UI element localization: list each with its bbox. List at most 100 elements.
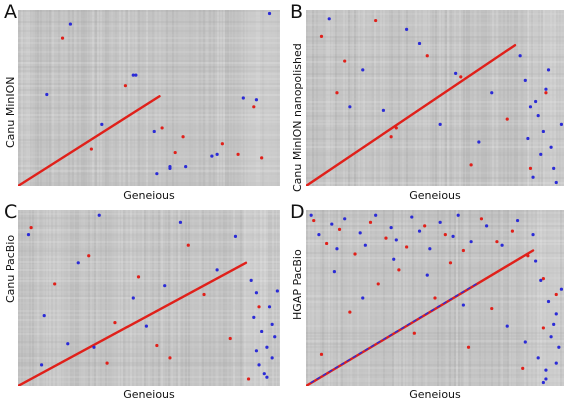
scatter-point bbox=[466, 345, 471, 349]
scatter-point bbox=[105, 361, 109, 365]
scatter-point bbox=[490, 306, 494, 311]
scatter-point bbox=[469, 240, 473, 244]
scatter-point bbox=[100, 122, 104, 126]
scatter-point bbox=[405, 27, 409, 31]
alignment-diagonal-line bbox=[18, 95, 161, 186]
scatter-point bbox=[335, 247, 339, 251]
scatter-point bbox=[394, 238, 398, 242]
scatter-point bbox=[363, 243, 367, 247]
scatter-point bbox=[544, 91, 548, 95]
scatter-point bbox=[381, 108, 385, 112]
alignment-diagonal-line bbox=[306, 44, 517, 186]
scatter-point bbox=[220, 142, 224, 146]
plot-background-band bbox=[527, 10, 564, 186]
scatter-point bbox=[155, 172, 159, 176]
scatter-point bbox=[412, 331, 416, 335]
scatter-point bbox=[454, 71, 458, 75]
scatter-point bbox=[374, 18, 378, 23]
scatter-point bbox=[249, 278, 253, 282]
scatter-point bbox=[254, 291, 259, 295]
scatter-point bbox=[410, 215, 414, 219]
scatter-point bbox=[521, 366, 525, 370]
scatter-point bbox=[275, 289, 279, 293]
scatter-point bbox=[260, 329, 264, 334]
x-axis-label: Geneious bbox=[123, 189, 175, 202]
scatter-point bbox=[461, 248, 465, 253]
scatter-point bbox=[265, 345, 269, 349]
scatter-point bbox=[552, 322, 556, 326]
scatter-point bbox=[254, 98, 259, 102]
scatter-point bbox=[257, 305, 261, 309]
gridline-texture bbox=[18, 210, 280, 386]
scatter-point bbox=[505, 324, 509, 328]
scatter-point bbox=[236, 152, 240, 156]
scatter-point bbox=[417, 229, 422, 233]
scatter-point bbox=[136, 275, 141, 279]
scatter-point bbox=[554, 180, 558, 185]
plot-background-band bbox=[243, 210, 280, 386]
scatter-point bbox=[186, 243, 190, 247]
scatter-point bbox=[443, 233, 447, 237]
scatter-point bbox=[526, 254, 530, 258]
scatter-point bbox=[184, 165, 188, 169]
scatter-point bbox=[376, 282, 380, 286]
scatter-point bbox=[215, 152, 219, 156]
scatter-point bbox=[536, 114, 540, 118]
scatter-point bbox=[358, 231, 362, 235]
scatter-point bbox=[270, 356, 274, 360]
scatter-point bbox=[461, 303, 465, 307]
scatter-point bbox=[541, 380, 545, 385]
alignment-diagonal-line bbox=[18, 261, 248, 386]
scatter-point bbox=[546, 68, 551, 72]
scatter-point bbox=[485, 224, 489, 228]
scatter-point bbox=[541, 129, 545, 134]
scatter-point bbox=[510, 229, 514, 233]
gridline-texture bbox=[306, 210, 564, 386]
y-axis-label: Canu PacBio bbox=[4, 234, 17, 303]
scatter-point bbox=[433, 296, 437, 300]
scatter-point bbox=[546, 299, 551, 304]
scatter-point bbox=[87, 254, 91, 258]
scatter-point bbox=[215, 268, 219, 272]
scatter-point bbox=[425, 273, 429, 277]
scatter-point bbox=[495, 240, 499, 244]
dotplot-area bbox=[18, 210, 280, 386]
scatter-point bbox=[539, 278, 543, 282]
scatter-point bbox=[500, 243, 504, 247]
scatter-point bbox=[260, 156, 264, 160]
scatter-point bbox=[26, 233, 31, 237]
scatter-point bbox=[368, 220, 373, 224]
x-axis-label: Geneious bbox=[123, 388, 175, 401]
scatter-point bbox=[348, 105, 352, 109]
scatter-point bbox=[552, 166, 556, 170]
scatter-point bbox=[515, 218, 520, 223]
scatter-point bbox=[394, 126, 398, 130]
scatter-point bbox=[505, 117, 509, 121]
scatter-point bbox=[417, 41, 422, 46]
scatter-point bbox=[528, 166, 533, 170]
scatter-point bbox=[397, 268, 401, 272]
scatter-point bbox=[131, 296, 135, 300]
scatter-point bbox=[335, 91, 339, 95]
scatter-point bbox=[469, 163, 473, 167]
dotplot-area bbox=[306, 210, 564, 386]
scatter-point bbox=[337, 227, 342, 231]
scatter-point bbox=[549, 335, 553, 339]
scatter-point bbox=[343, 59, 347, 63]
scatter-point bbox=[536, 356, 540, 360]
scatter-point bbox=[384, 236, 388, 240]
scatter-point bbox=[66, 342, 70, 346]
scatter-point bbox=[267, 11, 272, 16]
scatter-point bbox=[425, 54, 429, 58]
scatter-point bbox=[160, 126, 164, 130]
plot-background-band bbox=[527, 210, 564, 386]
scatter-point bbox=[374, 213, 378, 217]
scatter-point bbox=[389, 226, 393, 230]
scatter-point bbox=[448, 261, 453, 265]
scatter-point bbox=[270, 322, 274, 326]
dotplot-area bbox=[18, 10, 280, 186]
scatter-point bbox=[423, 224, 427, 228]
scatter-point bbox=[252, 105, 256, 109]
scatter-point bbox=[246, 377, 251, 381]
scatter-point bbox=[531, 175, 535, 179]
